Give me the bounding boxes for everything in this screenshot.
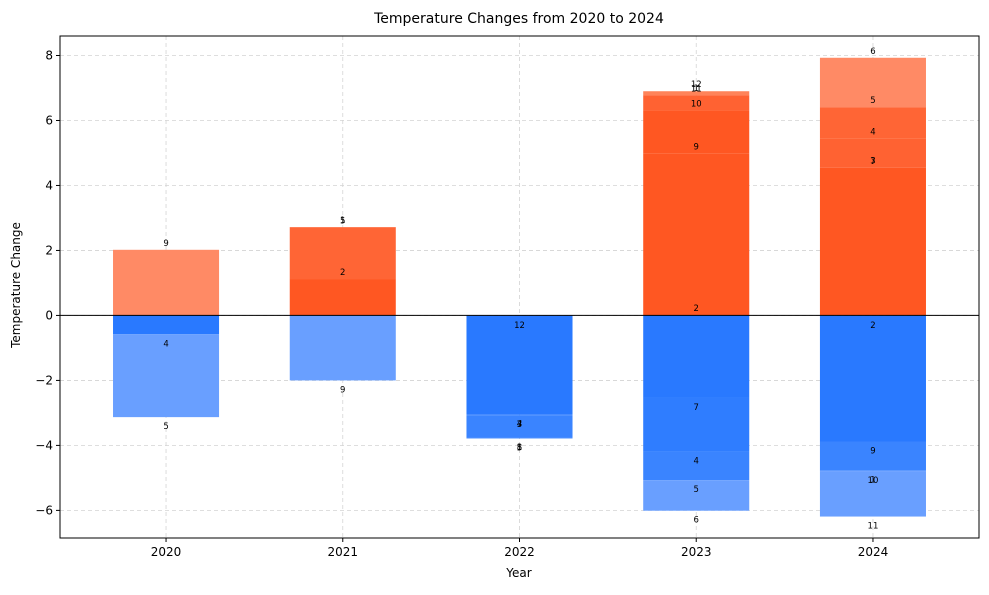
y-tick-label: −6: [35, 503, 53, 517]
segment-label: 4: [694, 457, 699, 467]
segment-label: 9: [340, 385, 345, 395]
y-tick-label: 4: [45, 178, 53, 192]
segment-label: 1: [340, 216, 345, 226]
segment-label: 5: [517, 444, 522, 454]
segment-label: 9: [870, 446, 875, 456]
x-tick-label: 2022: [504, 545, 535, 559]
segment-label: 6: [694, 516, 699, 526]
segment-label: 2: [870, 321, 875, 331]
bar-segment: [113, 250, 219, 316]
segment-label: 2: [340, 268, 345, 278]
segment-label: 3: [870, 157, 875, 167]
segment-label: 7: [694, 403, 699, 413]
y-tick-label: −2: [35, 373, 53, 387]
segment-label: 9: [163, 239, 168, 249]
y-axis-label: Temperature Change: [9, 222, 23, 349]
segment-label: 3: [517, 420, 522, 430]
bar-segment: [290, 315, 396, 380]
segment-label: 4: [870, 127, 875, 137]
y-tick-label: 6: [45, 113, 53, 127]
bar-segment: [820, 316, 926, 442]
y-tick-label: −4: [35, 438, 53, 452]
segment-label: 12: [514, 321, 525, 331]
segment-label: 9: [694, 142, 699, 152]
bar-segment: [290, 227, 396, 228]
x-tick-label: 2023: [681, 545, 712, 559]
segment-label: 6: [870, 47, 875, 57]
segment-label: 2: [694, 304, 699, 314]
bar-segment: [113, 315, 219, 334]
y-tick-label: 0: [45, 308, 53, 322]
segment-label: 5: [694, 485, 699, 495]
chart-title: Temperature Changes from 2020 to 2024: [373, 11, 664, 27]
x-tick-label: 2024: [858, 545, 889, 559]
segment-label: 10: [691, 99, 702, 109]
x-tick-label: 2020: [151, 545, 182, 559]
bar-segment: [820, 168, 926, 316]
segment-label: 5: [870, 96, 875, 106]
segment-label: 11: [868, 522, 879, 532]
segment-label: 5: [163, 422, 168, 432]
y-tick-label: 2: [45, 243, 53, 257]
y-tick-label: 8: [45, 48, 53, 62]
x-tick-label: 2021: [327, 545, 358, 559]
bar-segment: [643, 153, 749, 315]
segment-label: 12: [691, 80, 702, 90]
x-axis-label: Year: [505, 566, 531, 580]
segment-label: 4: [163, 339, 168, 349]
bar-segment: [643, 315, 749, 398]
bar-segment: [290, 279, 396, 315]
segment-label: 10: [868, 476, 879, 486]
